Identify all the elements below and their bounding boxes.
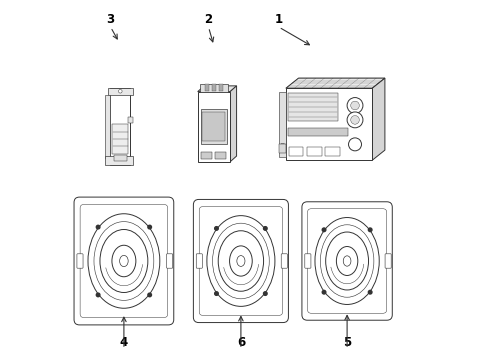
- Bar: [325, 147, 339, 156]
- Bar: [205, 84, 208, 91]
- FancyBboxPatch shape: [304, 254, 310, 268]
- Circle shape: [96, 293, 100, 297]
- Bar: [287, 128, 347, 136]
- Bar: [215, 152, 226, 159]
- Bar: [287, 93, 337, 121]
- Bar: [200, 152, 211, 159]
- Text: 1: 1: [274, 13, 282, 26]
- Text: 3: 3: [106, 13, 114, 26]
- Bar: [288, 147, 303, 156]
- Bar: [105, 156, 133, 166]
- Polygon shape: [197, 86, 236, 91]
- Polygon shape: [371, 78, 384, 160]
- Circle shape: [214, 227, 218, 230]
- Bar: [279, 92, 285, 157]
- Circle shape: [346, 112, 362, 128]
- Circle shape: [263, 227, 266, 230]
- Bar: [285, 88, 371, 160]
- Bar: [212, 84, 215, 91]
- FancyBboxPatch shape: [77, 254, 83, 268]
- Polygon shape: [230, 86, 236, 162]
- Bar: [114, 156, 126, 161]
- Text: 6: 6: [236, 336, 244, 348]
- Bar: [105, 95, 110, 158]
- Circle shape: [367, 291, 371, 294]
- Bar: [219, 84, 222, 91]
- Bar: [197, 91, 230, 162]
- Bar: [200, 109, 227, 144]
- FancyBboxPatch shape: [281, 254, 287, 268]
- Circle shape: [350, 101, 359, 110]
- Bar: [107, 88, 133, 94]
- Bar: [110, 88, 130, 166]
- Circle shape: [96, 225, 100, 229]
- Circle shape: [322, 228, 325, 231]
- Circle shape: [322, 291, 325, 294]
- Circle shape: [350, 116, 359, 124]
- Circle shape: [346, 98, 362, 113]
- FancyBboxPatch shape: [166, 254, 172, 268]
- Text: 2: 2: [204, 13, 212, 26]
- FancyBboxPatch shape: [196, 254, 202, 268]
- Circle shape: [214, 292, 218, 295]
- Circle shape: [118, 90, 122, 93]
- Bar: [200, 84, 227, 91]
- Circle shape: [147, 225, 151, 229]
- Bar: [279, 144, 285, 153]
- Text: 4: 4: [120, 336, 128, 348]
- FancyBboxPatch shape: [384, 254, 390, 268]
- Bar: [202, 112, 225, 141]
- Bar: [112, 125, 128, 154]
- Bar: [128, 117, 132, 123]
- Circle shape: [147, 293, 151, 297]
- Bar: [306, 147, 321, 156]
- Circle shape: [263, 292, 266, 295]
- Polygon shape: [285, 78, 384, 88]
- Text: 5: 5: [342, 336, 350, 348]
- Circle shape: [348, 138, 361, 151]
- Circle shape: [367, 228, 371, 231]
